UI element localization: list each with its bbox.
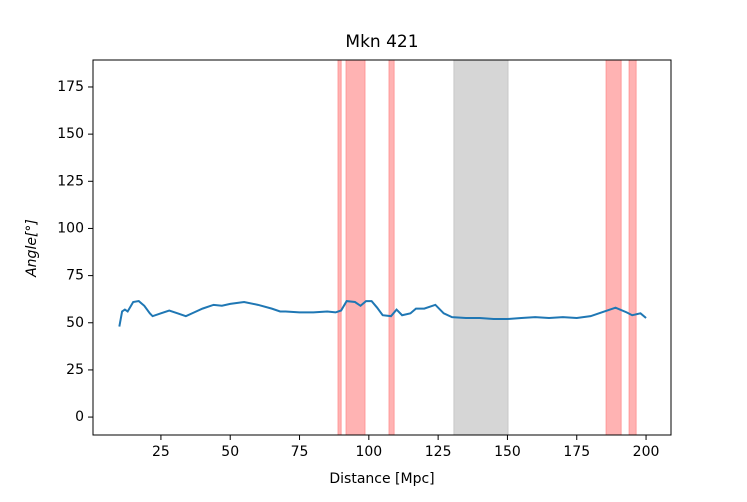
y-tick-label: 175 — [57, 79, 84, 95]
span — [337, 59, 342, 436]
y-tick-label: 150 — [57, 126, 84, 142]
x-tick-label: 200 — [633, 444, 660, 460]
y-tick-label: 50 — [66, 315, 84, 331]
plot-frame — [92, 59, 672, 436]
y-tick-label: 125 — [57, 173, 84, 189]
x-axis-label: Distance [Mpc] — [329, 471, 434, 487]
x-tick-label: 175 — [563, 444, 590, 460]
x-tick-label: 75 — [291, 444, 309, 460]
x-tick-label: 125 — [425, 444, 452, 460]
span — [345, 59, 366, 436]
span — [628, 59, 637, 436]
y-tick-label: 100 — [57, 220, 84, 236]
y-tick-label: 75 — [66, 268, 84, 284]
x-tick-label: 150 — [494, 444, 521, 460]
x-tick-label: 100 — [355, 444, 382, 460]
x-tick-label: 25 — [152, 444, 170, 460]
span — [605, 59, 622, 436]
data-line — [118, 300, 647, 327]
y-tick-label: 25 — [66, 362, 84, 378]
x-tick-label: 50 — [221, 444, 239, 460]
span — [453, 59, 509, 436]
y-tick-label: 0 — [75, 409, 84, 425]
span — [388, 59, 395, 436]
chart-title: Mkn 421 — [345, 32, 418, 52]
y-axis-label: Angle[°] — [24, 219, 40, 278]
